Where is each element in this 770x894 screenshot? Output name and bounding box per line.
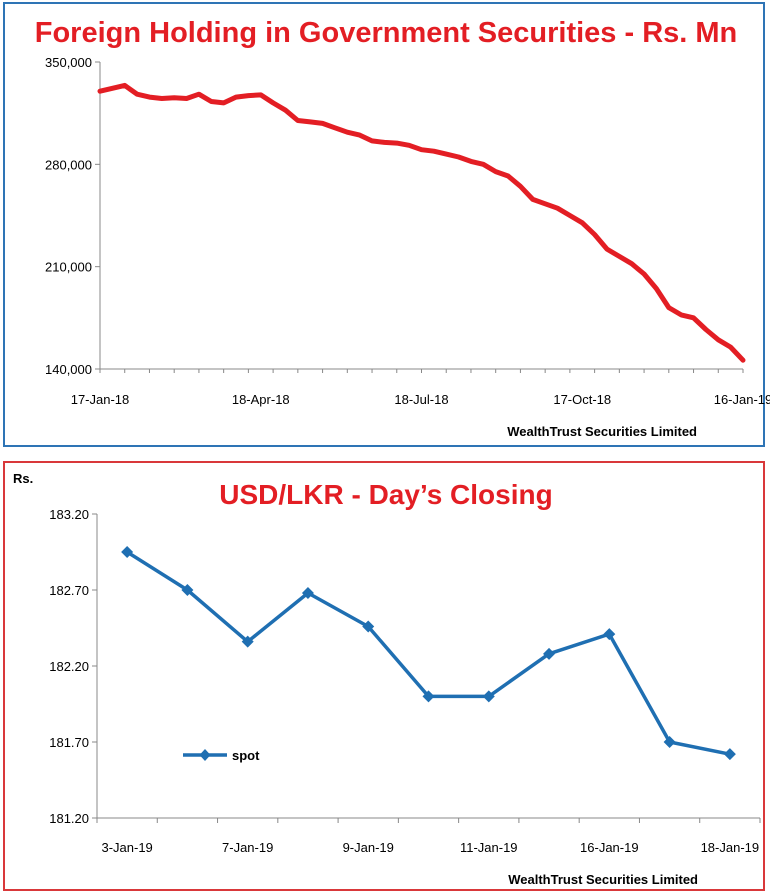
data-point-marker — [422, 690, 435, 703]
data-point-marker — [241, 635, 254, 648]
legend: spot — [183, 748, 260, 763]
y-tick-label: 181.20 — [49, 811, 89, 826]
legend-label: spot — [232, 748, 260, 763]
x-tick-label: 11-Jan-19 — [460, 840, 518, 855]
chart-source: WealthTrust Securities Limited — [507, 424, 697, 439]
data-point-marker — [121, 546, 134, 558]
data-point-marker — [482, 690, 495, 703]
y-tick-label: 181.70 — [49, 735, 89, 750]
usd-lkr-chart: Rs. USD/LKR - Day’s Closing 181.20 181.70… — [13, 471, 761, 887]
x-tick-label: 16-Jan-19 — [580, 840, 639, 855]
x-tick-label: 18-Jan-19 — [701, 840, 760, 855]
chart-title: Foreign Holding in Government Securities… — [35, 17, 738, 49]
y-tick-label: 140,000 — [45, 362, 92, 377]
data-point-marker — [362, 620, 375, 633]
x-tick-label: 17-Oct-18 — [553, 392, 611, 407]
y-tick-label: 280,000 — [45, 157, 92, 172]
series-line-foreign-holding — [97, 82, 746, 363]
usd-lkr-chart-panel: Rs. USD/LKR - Day’s Closing 181.20 181.70… — [3, 461, 765, 891]
y-tick-label: 182.70 — [49, 583, 89, 598]
data-point-marker — [181, 584, 194, 596]
x-tick-label: 18-Apr-18 — [232, 392, 290, 407]
y-tick-label: 182.20 — [49, 659, 89, 674]
y-tick-label: 183.20 — [49, 507, 89, 522]
x-tick-label: 9-Jan-19 — [343, 840, 394, 855]
x-tick-label: 18-Jul-18 — [394, 392, 448, 407]
foreign-holding-chart: Foreign Holding in Government Securities… — [35, 17, 770, 439]
foreign-holding-chart-panel: Foreign Holding in Government Securities… — [3, 2, 770, 447]
data-point-marker — [543, 647, 556, 660]
legend-marker — [199, 749, 211, 761]
chart-title: USD/LKR - Day’s Closing — [219, 479, 552, 510]
y-axis-label: Rs. — [13, 471, 33, 486]
x-tick-label: 16-Jan-19 — [714, 392, 770, 407]
x-tick-label: 3-Jan-19 — [101, 840, 152, 855]
data-point-marker — [663, 736, 676, 748]
x-tick-label: 7-Jan-19 — [222, 840, 273, 855]
series-line-spot — [126, 550, 731, 756]
y-tick-label: 350,000 — [45, 55, 92, 70]
data-point-marker — [301, 587, 314, 600]
data-point-marker — [723, 748, 736, 761]
chart-source: WealthTrust Securities Limited — [508, 872, 698, 887]
y-tick-label: 210,000 — [45, 260, 92, 275]
data-point-marker — [603, 628, 616, 641]
x-tick-label: 17-Jan-18 — [71, 392, 130, 407]
